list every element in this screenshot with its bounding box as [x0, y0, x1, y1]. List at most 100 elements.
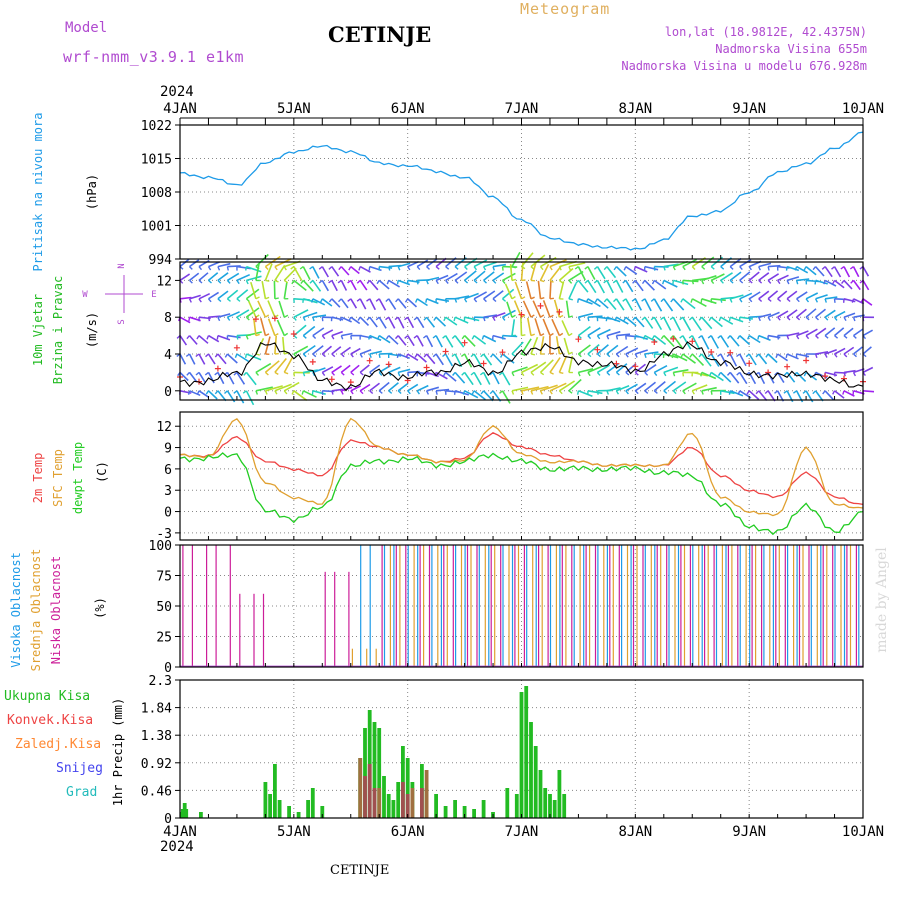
wind-barb-tick — [416, 390, 420, 395]
wind-barb — [502, 309, 516, 318]
wind-barb-tick — [245, 280, 249, 285]
wind-barb-tick — [691, 280, 695, 285]
wind-barb — [416, 259, 429, 268]
wind-barb — [188, 335, 198, 345]
wind-barb — [786, 290, 798, 300]
precip-bar — [505, 788, 510, 818]
wind-barb — [596, 280, 606, 294]
wind-barb-tick — [340, 335, 344, 340]
wind-barb — [565, 300, 570, 318]
wind-barb-tick — [511, 353, 516, 357]
wind-barb-tick — [774, 390, 779, 394]
wind-barb — [862, 279, 870, 291]
wind-barb-tick — [764, 390, 769, 395]
wind-barb — [236, 353, 250, 363]
wind-barb — [388, 366, 401, 374]
wind-gust-marker — [613, 360, 620, 367]
wind-barb — [245, 390, 255, 406]
wind-barb-tick — [622, 298, 627, 302]
cloud-axis-label-1: Visoka Oblacnost — [9, 552, 23, 668]
wind-barb-tick — [264, 266, 269, 270]
day-label-top: 7JAN — [505, 101, 539, 117]
wind-barb-tick — [690, 298, 693, 303]
wind-barb-tick — [511, 390, 515, 395]
wind-barb — [454, 295, 470, 300]
precip-bar — [533, 746, 538, 818]
wind-barb-tick — [284, 371, 289, 375]
wind-barb-tick — [821, 266, 826, 270]
wind-barb-tick — [802, 390, 807, 394]
wind-barb — [340, 266, 350, 276]
wind-barb — [501, 288, 515, 300]
wind-barb-tick — [831, 266, 835, 270]
wind-barb — [445, 371, 457, 382]
wind-barb — [634, 363, 646, 374]
wind-barb — [767, 273, 780, 282]
wind-barb — [520, 317, 523, 336]
wind-barb — [673, 369, 689, 374]
wind-barb — [833, 266, 842, 278]
wind-barb-tick — [530, 390, 534, 395]
wind-barb-tick — [824, 335, 829, 339]
wind-barb-tick — [594, 298, 598, 303]
wind-barb — [236, 273, 251, 282]
wind-barb — [473, 291, 487, 300]
wind-barb — [824, 390, 835, 401]
wind-barb — [198, 334, 209, 344]
year-top: 2024 — [160, 84, 194, 100]
wind-barb-tick — [700, 372, 703, 377]
wind-barb-tick — [688, 316, 693, 321]
wind-barb-tick — [274, 390, 278, 395]
wind-barb — [720, 316, 734, 325]
wind-barb-tick — [274, 266, 278, 271]
wind-barb-tick — [264, 314, 270, 318]
wind-barb-tick — [644, 390, 649, 394]
precip-bar — [529, 722, 533, 818]
wind-barb — [321, 345, 333, 355]
wind-barb — [692, 371, 709, 377]
wind-barb — [226, 272, 240, 282]
wind-barb-tick — [299, 266, 304, 270]
wind-gust-marker — [214, 365, 221, 372]
wind-barb — [587, 365, 602, 374]
wind-barb — [635, 334, 649, 340]
wind-gust-marker — [632, 363, 639, 370]
wind-barb — [720, 371, 732, 383]
wind-barb — [445, 316, 458, 326]
wind-barb — [786, 309, 798, 318]
wind-barb-tick — [521, 334, 526, 337]
wind-barb — [454, 353, 463, 368]
wind-barb-tick — [423, 353, 428, 358]
wind-barb-tick — [615, 390, 620, 395]
wind-barb — [663, 316, 672, 331]
cloud-tick-label: 75 — [156, 570, 172, 585]
wind-barb-tick — [832, 390, 836, 395]
temp-unit: (C) — [95, 461, 109, 483]
wind-barb-tick — [511, 296, 516, 300]
wind-barb — [834, 310, 846, 318]
precip-bar — [363, 728, 367, 818]
wind-barb-tick — [347, 279, 352, 284]
wind-barb — [606, 298, 617, 311]
wind-barb-tick — [603, 298, 608, 303]
wind-barb-tick — [642, 335, 646, 340]
wind-barb-tick — [464, 266, 468, 270]
wind-barb — [369, 316, 378, 328]
wind-barb-tick — [312, 335, 317, 339]
wind-barb-tick — [698, 316, 703, 321]
wind-barb — [464, 316, 480, 322]
wind-barb-tick — [405, 353, 409, 358]
wind-barb — [558, 355, 568, 373]
wind-barb-tick — [265, 333, 270, 337]
wind-barb-tick — [689, 353, 693, 358]
wind-barb-tick — [501, 266, 504, 271]
wind-barb — [492, 290, 504, 300]
wind-barb-tick — [207, 317, 211, 322]
wind-barb-tick — [710, 266, 715, 270]
wind-barb — [553, 299, 561, 318]
wind-barb — [189, 272, 200, 282]
wind-barb-tick — [283, 390, 288, 395]
wind-barb-tick — [634, 390, 639, 395]
wind-barb — [236, 371, 246, 385]
wind-barb-tick — [433, 316, 437, 321]
